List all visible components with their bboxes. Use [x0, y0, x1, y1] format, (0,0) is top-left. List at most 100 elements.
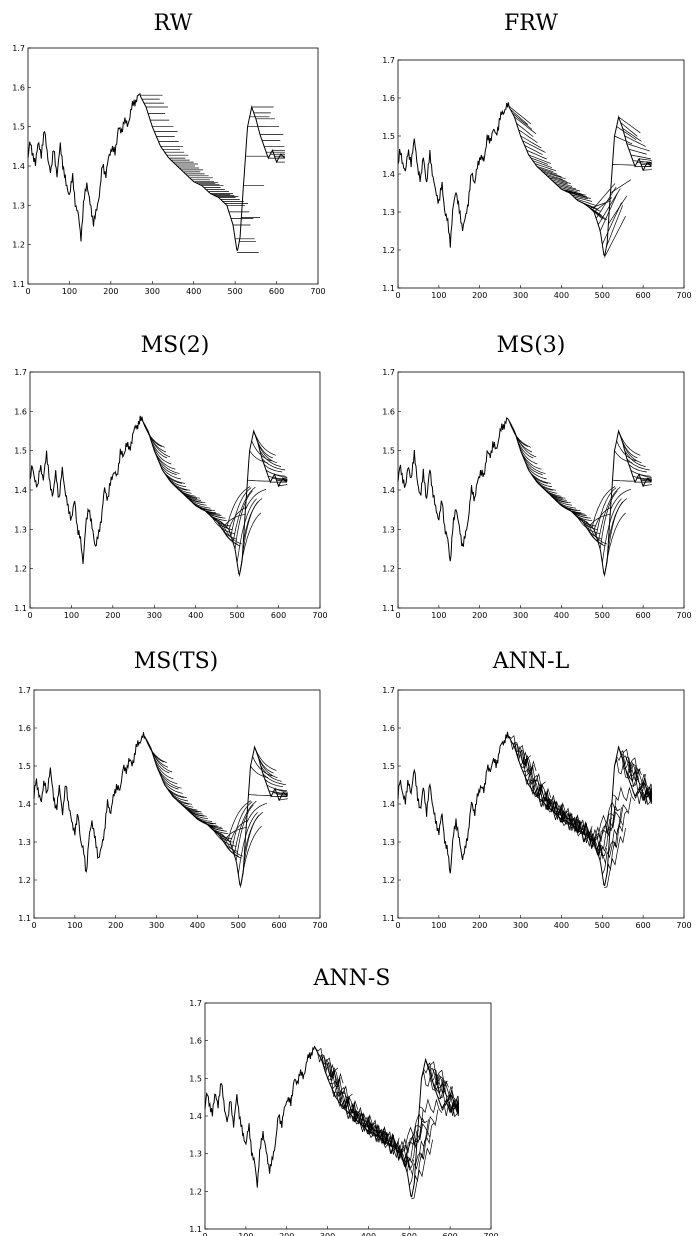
- x-tick-label: 100: [67, 921, 82, 930]
- forecast-path: [638, 473, 652, 479]
- forecast-path: [262, 773, 286, 785]
- forecast-path: [595, 186, 617, 219]
- forecast-path: [333, 1090, 355, 1113]
- x-tick-label: 300: [513, 921, 528, 930]
- forecast-path: [162, 470, 185, 484]
- forecast-path: [319, 1055, 340, 1087]
- x-tick-label: 0: [395, 921, 400, 930]
- forecast-path: [622, 755, 642, 780]
- y-tick-label: 1.5: [18, 762, 31, 771]
- forecast-path: [152, 753, 170, 774]
- forecast-path: [622, 128, 642, 142]
- forecast-path: [419, 1098, 443, 1114]
- forecast-path: [168, 478, 191, 491]
- forecast-path: [596, 797, 617, 851]
- forecast-path: [630, 154, 651, 160]
- forecast-path: [518, 129, 538, 143]
- forecast-path: [555, 183, 577, 190]
- forecast-path: [341, 1098, 364, 1123]
- forecast-path: [427, 1062, 445, 1093]
- forecast-path: [250, 765, 269, 778]
- y-tick-label: 1.7: [382, 368, 395, 377]
- x-tick-label: 200: [103, 287, 118, 296]
- y-tick-label: 1.1: [12, 280, 25, 289]
- forecast-path: [411, 1139, 433, 1200]
- forecast-path: [643, 484, 652, 487]
- y-tick-label: 1.4: [18, 800, 31, 809]
- x-tick-label: 400: [554, 611, 569, 620]
- y-tick-label: 1.2: [382, 565, 395, 574]
- forecast-path: [591, 486, 616, 528]
- forecast-path: [160, 465, 181, 480]
- chart-title: MS(2): [141, 333, 210, 358]
- forecast-path: [616, 440, 637, 462]
- x-tick-label: 700: [676, 291, 691, 300]
- forecast-path: [526, 778, 548, 801]
- x-tick-label: 700: [312, 921, 327, 930]
- forecast-path: [536, 166, 554, 173]
- forecast-path: [606, 205, 624, 247]
- forecast-path: [603, 215, 626, 258]
- x-tick-label: 300: [320, 1232, 335, 1236]
- forecast-path: [632, 160, 652, 163]
- forecast-path: [233, 800, 257, 855]
- forecast-path: [589, 200, 612, 209]
- forecast-path: [557, 501, 581, 511]
- chart-panel-3: MS(3) 0 100 200 300 400 500 600 700 1.1 1.2 1.3 1.4 1…: [382, 333, 691, 620]
- plot-area: [27, 47, 319, 285]
- x-tick-label: 700: [676, 921, 691, 930]
- forecast-path: [284, 479, 288, 482]
- forecast-path: [398, 1112, 423, 1152]
- forecast-path: [209, 826, 229, 835]
- plot-area: [397, 59, 685, 289]
- forecast-path: [247, 479, 271, 482]
- forecast-path: [228, 506, 248, 530]
- forecast-path: [429, 1067, 449, 1093]
- x-tick-label: 400: [188, 611, 203, 620]
- y-tick-label: 1.6: [14, 407, 27, 416]
- forecast-path: [321, 1055, 344, 1086]
- forecast-path: [524, 145, 543, 156]
- forecast-path: [526, 465, 547, 480]
- y-tick-label: 1.3: [14, 525, 27, 534]
- forecast-path: [518, 443, 538, 465]
- forecast-path: [620, 122, 638, 137]
- forecast-path: [553, 181, 573, 187]
- forecast-path: [229, 819, 249, 843]
- y-tick-label: 1.2: [382, 876, 395, 885]
- forecast-path: [540, 169, 562, 178]
- x-tick-label: 200: [105, 611, 120, 620]
- forecast-path: [587, 523, 607, 545]
- chart-title: RW: [154, 11, 193, 36]
- forecast-path: [258, 758, 278, 779]
- y-tick-label: 1.4: [189, 1112, 202, 1121]
- forecast-path: [510, 109, 529, 125]
- x-tick-label: 500: [595, 291, 610, 300]
- forecast-path: [227, 800, 252, 841]
- plot-area: [397, 689, 685, 919]
- forecast-path: [614, 450, 633, 464]
- x-tick-label: 300: [147, 611, 162, 620]
- chart-panel-0: RW 0 100 200 300 400 500 600 700 1.1 1.2 1.3 1.4 1.5 1…: [12, 11, 325, 296]
- forecast-path: [236, 498, 257, 563]
- forecast-path: [243, 498, 263, 542]
- chart-panel-5: ANN-L 0 100 200 300 400 500 600 700 1.1 1.2 1.3 1.4 1…: [382, 649, 691, 930]
- forecast-path: [571, 818, 589, 836]
- plot-area: [29, 371, 321, 609]
- y-tick-label: 1.7: [189, 999, 202, 1008]
- forecast-path: [217, 832, 238, 852]
- forecast-path: [415, 1122, 435, 1166]
- y-tick-label: 1.6: [18, 724, 31, 733]
- forecast-path: [456, 1102, 459, 1115]
- forecast-path: [230, 487, 252, 536]
- forecast-path: [626, 770, 650, 790]
- forecast-path: [435, 1083, 455, 1104]
- y-tick-label: 1.2: [14, 565, 27, 574]
- forecast-path: [581, 519, 602, 540]
- forecast-path: [274, 788, 288, 793]
- forecast-path: [593, 197, 613, 213]
- forecast-path: [362, 1121, 384, 1141]
- forecast-path: [170, 793, 193, 805]
- x-tick-label: 200: [108, 921, 123, 930]
- x-tick-label: 500: [230, 611, 245, 620]
